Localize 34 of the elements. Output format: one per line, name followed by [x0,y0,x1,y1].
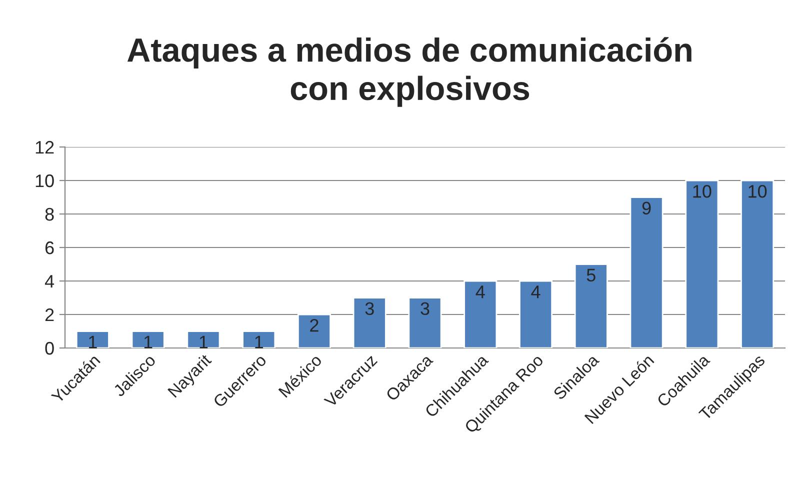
bar [574,264,608,348]
y-tick-label: 6 [45,241,54,254]
data-label: 3 [365,302,374,316]
data-label: 4 [531,286,540,298]
y-tick-label: 4 [44,275,54,288]
bar [740,180,774,348]
bar [408,297,442,348]
y-tick-label: 2 [45,308,54,322]
data-label: 1 [200,336,208,348]
bar [630,196,664,348]
bar [352,297,386,348]
y-tick-label: 0 [45,342,54,355]
y-tick-label: 10 [36,174,54,188]
bar [242,330,276,348]
bar [186,330,220,348]
bar [76,330,110,348]
bar [519,280,553,348]
data-label: 3 [420,302,430,316]
data-label: 5 [586,268,596,282]
data-label: 4 [476,286,485,298]
data-label: 1 [144,336,152,348]
data-label: 2 [310,318,318,332]
bar [685,180,719,348]
y-tick-label: 8 [45,208,54,221]
data-label: 10 [693,184,712,198]
bar [297,314,331,348]
data-label: 9 [642,202,651,215]
bar [464,280,498,348]
data-label: 1 [89,336,97,348]
y-tick-label: 12 [36,140,54,154]
bar [131,330,165,348]
data-label: 10 [748,184,767,198]
data-label: 1 [255,336,263,348]
chart-title: Ataques a medios de comunicación con explosivos [127,37,692,107]
